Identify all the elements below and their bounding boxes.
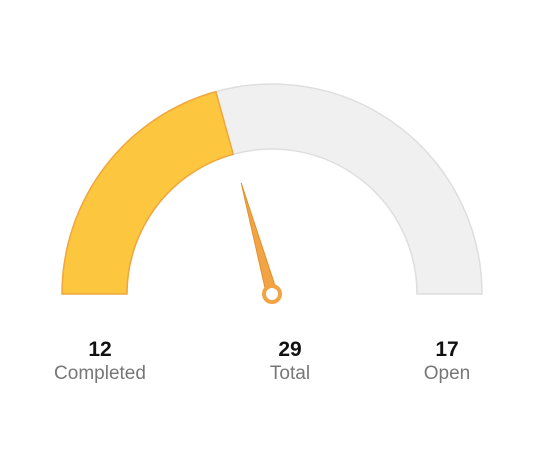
stat-total: 29 Total: [220, 338, 360, 386]
stat-open: 17 Open: [377, 338, 517, 386]
stat-completed-label: Completed: [54, 363, 146, 384]
stat-total-value: 29: [278, 338, 302, 361]
gauge-arc-completed: [61, 90, 235, 295]
stat-completed: 12 Completed: [30, 338, 170, 386]
stat-open-value: 17: [435, 338, 459, 361]
stat-open-label: Open: [423, 363, 471, 384]
stat-completed-value: 12: [88, 338, 112, 361]
stat-total-label: Total: [269, 363, 311, 384]
gauge-needle-hub: [262, 284, 282, 304]
gauge-needle: [240, 182, 278, 296]
gauge-arc-open: [214, 83, 483, 295]
